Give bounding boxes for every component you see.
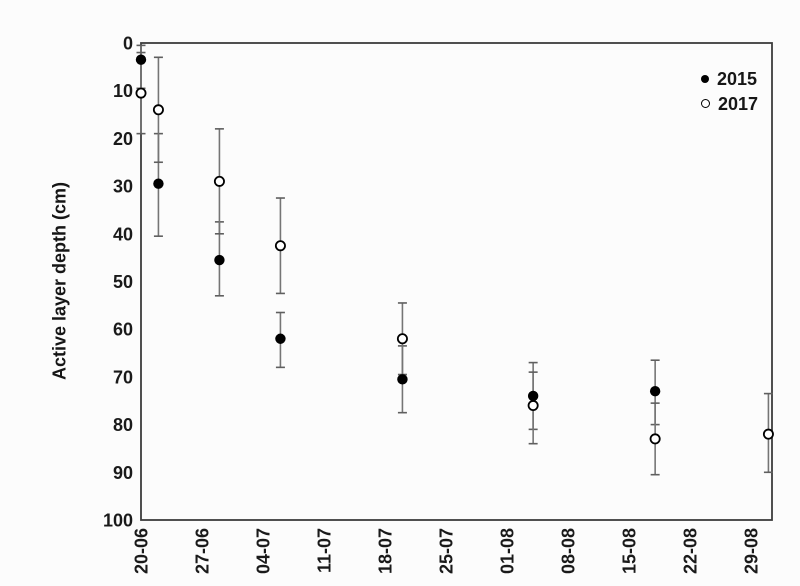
- data-point-2015: [397, 374, 408, 385]
- x-tick-label: 22-08: [681, 528, 701, 574]
- x-tick-label: 11-07: [315, 528, 335, 573]
- x-tick-label: 27-06: [193, 528, 213, 574]
- y-tick-label: 40: [113, 224, 133, 244]
- data-point-2017: [527, 400, 539, 412]
- data-point-2017: [649, 433, 661, 445]
- x-tick-label: 04-07: [254, 528, 274, 574]
- y-tick-label: 20: [113, 129, 133, 149]
- data-point-2015: [135, 54, 147, 65]
- data-point-2015: [214, 254, 225, 266]
- data-point-2015: [275, 333, 286, 344]
- y-axis-title: Active layer depth (cm): [49, 181, 70, 381]
- y-tick-label: 80: [113, 415, 133, 435]
- x-tick-label: 29-08: [742, 528, 762, 574]
- y-tick-label: 30: [113, 177, 133, 197]
- legend-item-2015: 2015: [701, 66, 758, 91]
- y-tick-label: 50: [113, 272, 133, 292]
- x-tick-label: 01-08: [498, 528, 518, 574]
- data-point-2017: [274, 240, 286, 252]
- x-tick-label: 15-08: [620, 528, 640, 574]
- data-point-2015: [649, 386, 661, 397]
- legend-label-2015: 2015: [717, 68, 758, 89]
- y-tick-label: 70: [113, 367, 133, 387]
- data-point-2017: [135, 87, 147, 99]
- data-point-2017: [152, 104, 164, 116]
- legend-item-2017: 2017: [701, 91, 758, 116]
- legend: 2015 2017: [701, 66, 758, 116]
- x-tick-label: 20-06: [132, 528, 152, 574]
- y-tick-label: 10: [113, 81, 133, 101]
- y-tick-label: 60: [113, 320, 133, 340]
- data-point-2017: [396, 333, 408, 345]
- open-circle-marker-icon: [701, 99, 710, 108]
- data-point-2015: [527, 390, 539, 402]
- x-tick-label: 25-07: [437, 528, 457, 574]
- y-tick-label: 0: [123, 34, 133, 54]
- filled-circle-marker-icon: [701, 74, 709, 83]
- y-tick-label: 100: [103, 511, 133, 531]
- data-point-2017: [213, 175, 225, 187]
- data-point-2015: [153, 178, 164, 189]
- data-point-2017: [762, 428, 774, 440]
- x-tick-label: 18-07: [376, 528, 396, 574]
- x-tick-label: 08-08: [559, 528, 579, 574]
- y-tick-label: 90: [113, 463, 133, 483]
- plot-frame: [140, 42, 773, 521]
- legend-label-2017: 2017: [718, 93, 759, 114]
